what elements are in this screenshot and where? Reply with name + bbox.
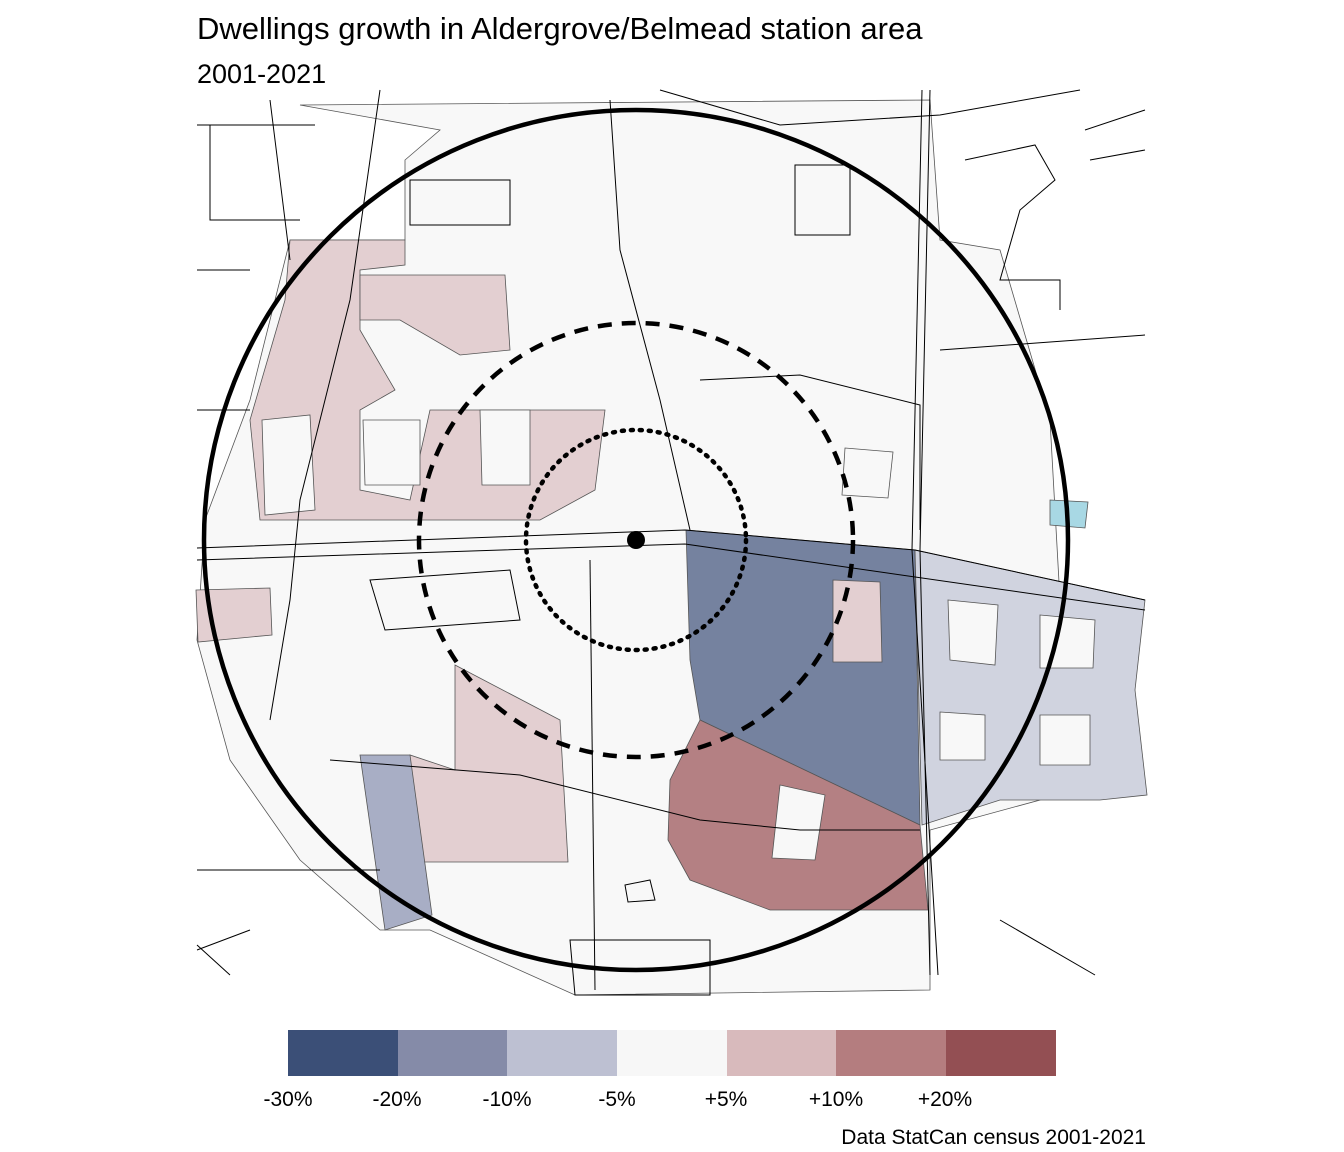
ring-outer <box>201 107 1071 973</box>
legend-label: -30% <box>263 1088 313 1111</box>
ring-middle <box>416 320 856 760</box>
map-canvas <box>195 89 1148 996</box>
legend-swatch <box>836 1030 947 1076</box>
legend-label: +20% <box>917 1088 973 1111</box>
area-lightblue-east <box>914 549 1148 826</box>
legend-label: +10% <box>808 1088 864 1111</box>
distance-rings <box>201 107 1071 973</box>
legend-label: +5% <box>704 1088 748 1111</box>
legend-swatch <box>288 1030 398 1076</box>
station-dot <box>627 531 645 549</box>
legend-bar <box>288 1030 1056 1076</box>
legend-label: -5% <box>598 1088 636 1111</box>
legend-swatch <box>726 1030 837 1076</box>
legend-swatch <box>397 1030 508 1076</box>
legend-swatch <box>617 1030 727 1076</box>
area-pink-north <box>359 274 511 356</box>
caption: Data StatCan census 2001-2021 <box>841 1126 1146 1149</box>
legend-labels: -30% -20% -10% -5% +5% +10% +20% <box>0 1088 1344 1118</box>
map-title: Dwellings growth in Aldergrove/Belmead s… <box>197 11 923 46</box>
ring-inner <box>523 427 749 653</box>
map-subtitle: 2001-2021 <box>197 59 327 89</box>
area-pink-east <box>832 579 883 663</box>
area-polygons <box>195 99 1148 996</box>
legend-label: -20% <box>372 1088 422 1111</box>
legend-swatch <box>946 1030 1056 1076</box>
legend-swatch <box>507 1030 618 1076</box>
legend-label: -10% <box>482 1088 532 1111</box>
area-blue-southwest <box>359 754 433 931</box>
road-network <box>196 89 1146 996</box>
